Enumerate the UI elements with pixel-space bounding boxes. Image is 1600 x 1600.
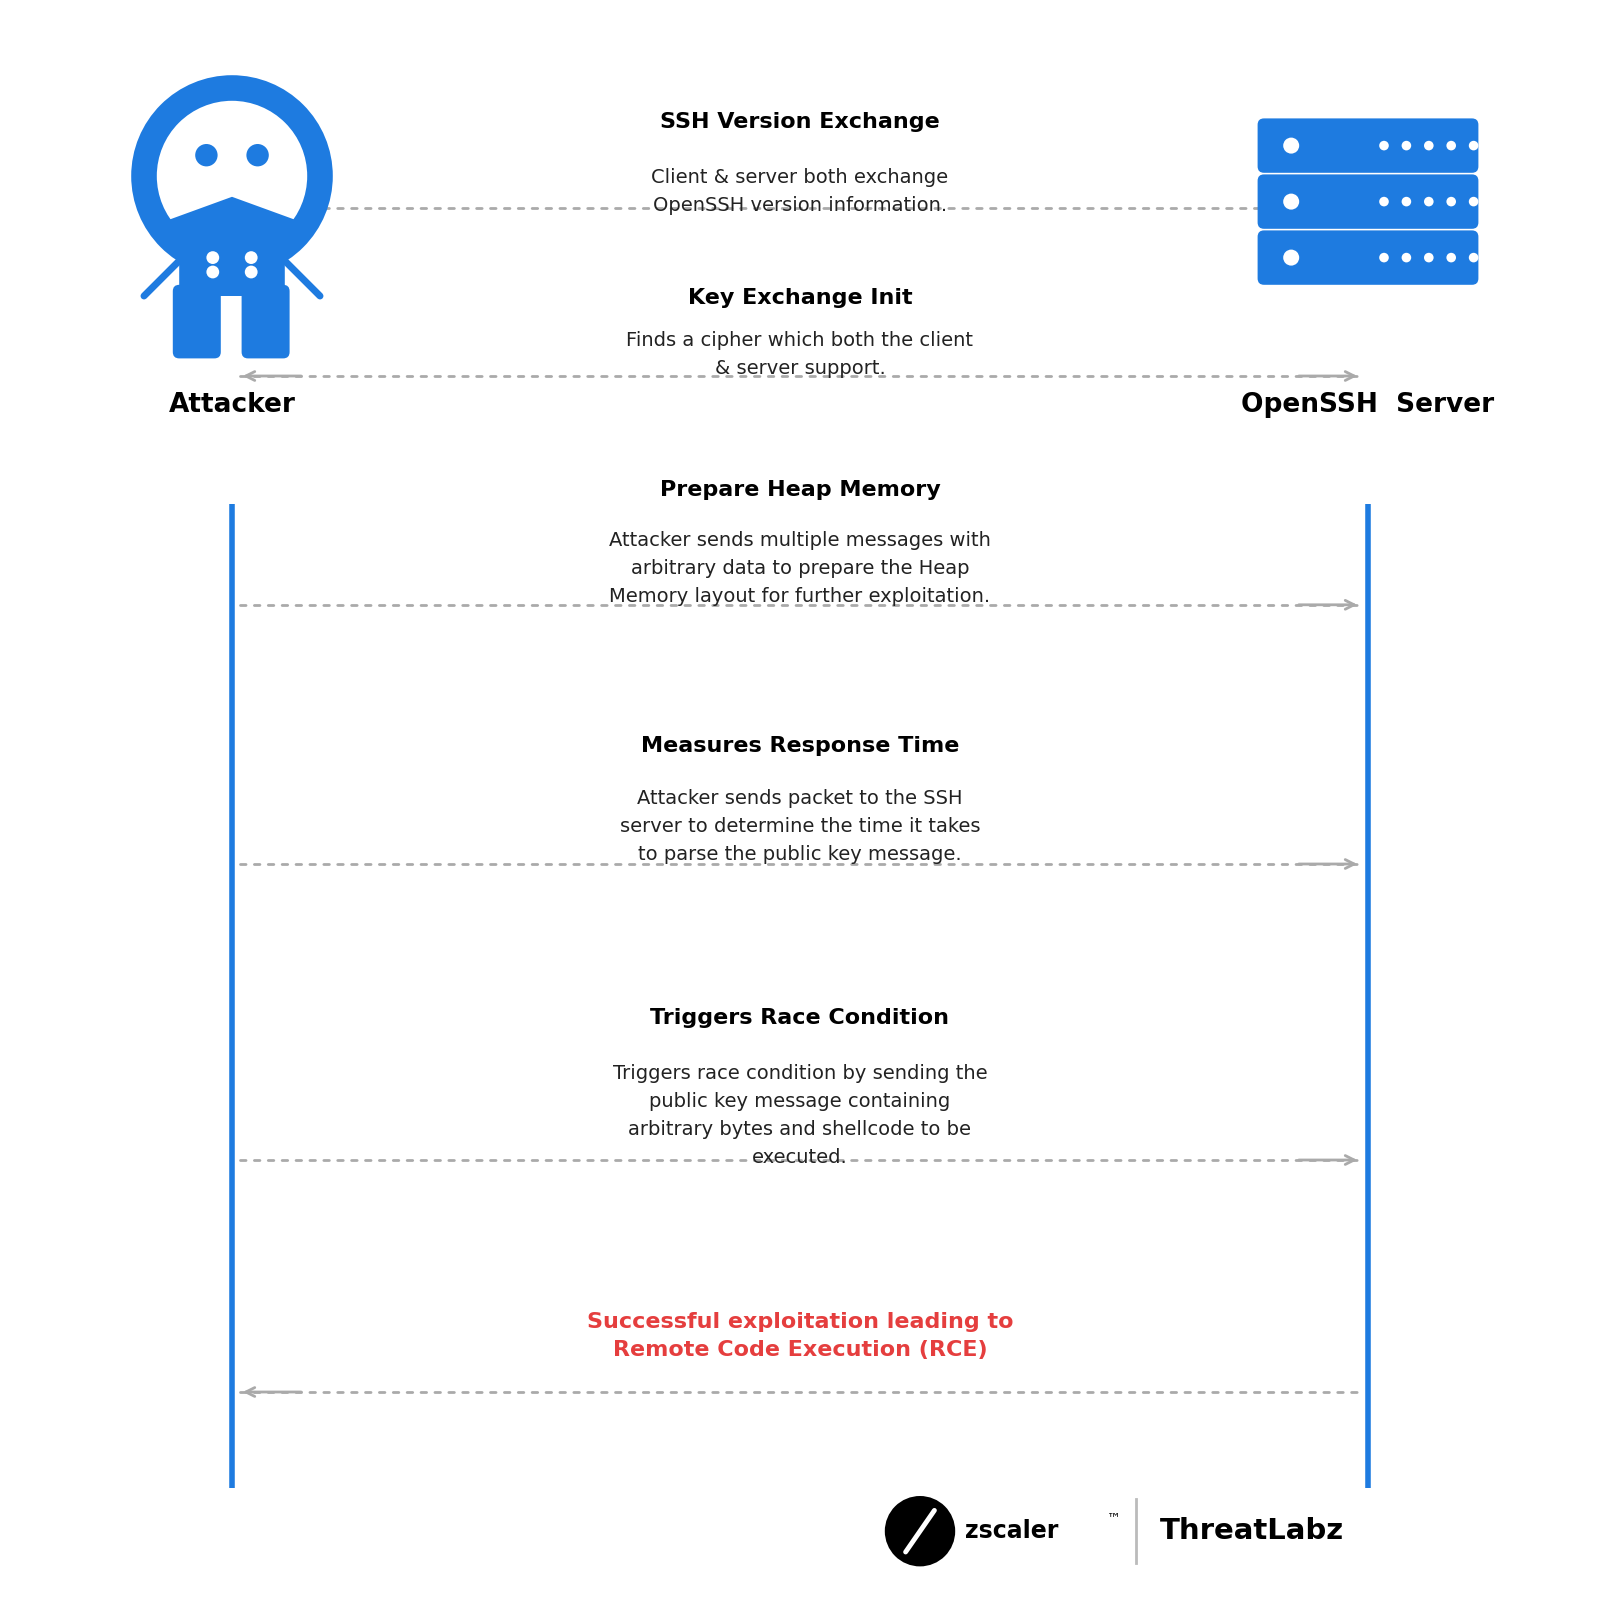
Circle shape: [1379, 141, 1389, 150]
Text: Successful exploitation leading to
Remote Code Execution (RCE): Successful exploitation leading to Remot…: [587, 1312, 1013, 1360]
Circle shape: [1424, 253, 1434, 262]
Text: Attacker sends packet to the SSH
server to determine the time it takes
to parse : Attacker sends packet to the SSH server …: [619, 789, 981, 864]
Text: ThreatLabz: ThreatLabz: [1160, 1517, 1344, 1546]
Circle shape: [1469, 253, 1478, 262]
Circle shape: [131, 75, 333, 277]
Circle shape: [1424, 141, 1434, 150]
FancyBboxPatch shape: [1258, 118, 1478, 173]
Circle shape: [1446, 253, 1456, 262]
Text: Triggers race condition by sending the
public key message containing
arbitrary b: Triggers race condition by sending the p…: [613, 1064, 987, 1166]
Circle shape: [157, 101, 307, 251]
Circle shape: [1446, 141, 1456, 150]
Text: SSH Version Exchange: SSH Version Exchange: [661, 112, 939, 133]
Text: zscaler: zscaler: [965, 1520, 1058, 1542]
Circle shape: [1283, 138, 1299, 154]
Text: Attacker: Attacker: [168, 392, 296, 418]
Circle shape: [1379, 197, 1389, 206]
Circle shape: [1402, 197, 1411, 206]
FancyBboxPatch shape: [242, 285, 290, 358]
Circle shape: [245, 266, 258, 278]
Circle shape: [1379, 253, 1389, 262]
Circle shape: [245, 251, 258, 264]
Circle shape: [885, 1496, 955, 1566]
Text: Triggers Race Condition: Triggers Race Condition: [651, 1008, 949, 1029]
Circle shape: [1283, 194, 1299, 210]
Text: Attacker sends multiple messages with
arbitrary data to prepare the Heap
Memory : Attacker sends multiple messages with ar…: [610, 531, 990, 606]
Wedge shape: [166, 197, 298, 267]
Text: Key Exchange Init: Key Exchange Init: [688, 288, 912, 307]
Circle shape: [1424, 197, 1434, 206]
Text: Client & server both exchange
OpenSSH version information.: Client & server both exchange OpenSSH ve…: [651, 168, 949, 214]
Circle shape: [206, 266, 219, 278]
Text: OpenSSH  Server: OpenSSH Server: [1242, 392, 1494, 418]
Circle shape: [1446, 197, 1456, 206]
Text: Finds a cipher which both the client
& server support.: Finds a cipher which both the client & s…: [627, 331, 973, 378]
Text: Measures Response Time: Measures Response Time: [642, 736, 958, 757]
FancyBboxPatch shape: [1258, 174, 1478, 229]
Text: Prepare Heap Memory: Prepare Heap Memory: [659, 480, 941, 499]
Circle shape: [195, 144, 218, 166]
FancyBboxPatch shape: [173, 285, 221, 358]
Circle shape: [1469, 197, 1478, 206]
Circle shape: [206, 251, 219, 264]
Circle shape: [1469, 141, 1478, 150]
Circle shape: [1402, 141, 1411, 150]
FancyBboxPatch shape: [179, 232, 285, 296]
Circle shape: [1402, 253, 1411, 262]
FancyBboxPatch shape: [1258, 230, 1478, 285]
Circle shape: [246, 144, 269, 166]
Circle shape: [1283, 250, 1299, 266]
Text: ™: ™: [1107, 1512, 1122, 1525]
